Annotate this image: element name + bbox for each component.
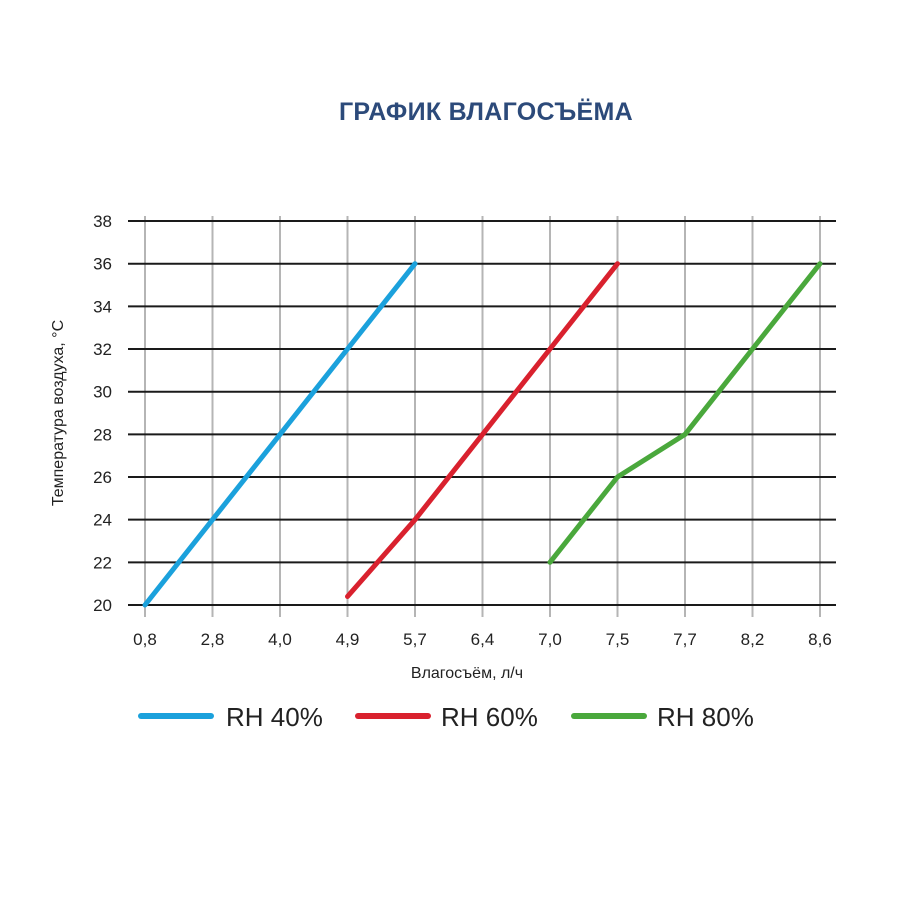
y-tick-labels: 20 22 24 26 28 30 32 34 36 38 — [93, 212, 112, 615]
y-tick-label: 30 — [93, 383, 112, 402]
legend-label-3: RH 80% — [657, 702, 754, 732]
x-axis-label: Влагосъём, л/ч — [411, 665, 523, 682]
y-tick-label: 28 — [93, 425, 112, 444]
series-lines — [142, 261, 823, 608]
y-tick-label: 38 — [93, 212, 112, 231]
y-tick-label: 24 — [93, 511, 112, 530]
chart-title: ГРАФИК ВЛАГОСЪЁМА — [338, 98, 634, 126]
x-tick-labels: 0,8 2,8 4,0 4,9 5,7 6,4 7,0 7,5 7,7 8,2 8,6 — [133, 630, 832, 649]
series-line-1 — [142, 261, 418, 608]
y-tick-label: 36 — [93, 255, 112, 274]
y-axis-label: Температура воздуха, °C — [50, 320, 67, 506]
x-tick-label: 4,0 — [268, 630, 292, 649]
x-tick-label: 0,8 — [133, 630, 157, 649]
y-tick-label: 32 — [93, 340, 112, 359]
legend: RH 40% RH 60% RH 80% — [138, 702, 754, 732]
x-tick-label: 5,7 — [403, 630, 427, 649]
x-tick-label: 7,7 — [673, 630, 697, 649]
x-tick-label: 7,0 — [538, 630, 562, 649]
series-line-2 — [345, 261, 620, 599]
x-tick-label: 8,6 — [808, 630, 832, 649]
y-tick-label: 34 — [93, 297, 112, 316]
x-tick-label: 8,2 — [741, 630, 765, 649]
legend-label-2: RH 60% — [441, 702, 538, 732]
x-tick-label: 7,5 — [606, 630, 630, 649]
x-tick-label: 2,8 — [201, 630, 225, 649]
y-tick-label: 20 — [93, 596, 112, 615]
series-line-3 — [547, 261, 823, 565]
y-tick-label: 26 — [93, 468, 112, 487]
x-tick-label: 4,9 — [336, 630, 360, 649]
y-tick-label: 22 — [93, 553, 112, 572]
x-tick-label: 6,4 — [471, 630, 495, 649]
legend-label-1: RH 40% — [226, 702, 323, 732]
grid — [128, 216, 836, 617]
